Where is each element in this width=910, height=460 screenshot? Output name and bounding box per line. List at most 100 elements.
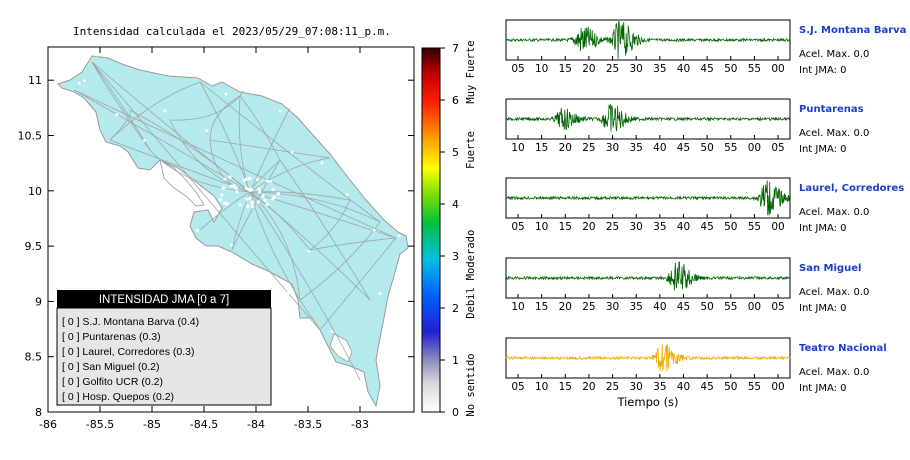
station-marker <box>248 177 252 181</box>
station-marker <box>225 202 229 206</box>
station-markers <box>77 53 401 380</box>
station-marker <box>271 197 275 201</box>
waveform-x-tick-label: 20 <box>582 381 595 393</box>
station-marker <box>279 109 282 113</box>
road <box>109 109 131 141</box>
road <box>199 191 251 231</box>
station-name: Puntarenas <box>799 104 864 115</box>
waveform-x-tick-label: 40 <box>677 221 690 233</box>
station-marker <box>248 188 252 192</box>
legend-item: [ 0 ] San Miguel (0.2) <box>62 361 159 373</box>
road <box>129 109 251 193</box>
station-marker <box>79 65 83 68</box>
station-marker <box>218 198 223 202</box>
station-marker <box>244 186 248 190</box>
station-marker <box>251 205 255 209</box>
max-acceleration: Acel. Max. 0.0 <box>799 49 869 60</box>
jma-intensity: Int JMA: 0 <box>799 144 847 155</box>
road <box>249 191 371 301</box>
station-marker <box>195 228 199 232</box>
station-marker <box>330 330 334 333</box>
waveform-x-tick-label: 55 <box>724 301 737 313</box>
waveform-x-tick-label: 10 <box>535 63 548 75</box>
waveform-x-tick-label: 40 <box>677 381 690 393</box>
station-marker <box>290 150 294 154</box>
waveform-trace <box>505 20 791 59</box>
colorbar-tick-label: 4 <box>452 198 459 211</box>
max-acceleration: Acel. Max. 0.0 <box>799 287 869 298</box>
station-marker <box>378 292 382 295</box>
station-marker <box>353 376 357 380</box>
map-x-tick-label: -86 <box>39 418 57 431</box>
station-marker <box>257 187 261 191</box>
jma-intensity: Int JMA: 0 <box>799 65 847 76</box>
waveform-trace <box>505 343 791 372</box>
waveform-x-tick-label: 45 <box>677 142 690 154</box>
colorbar-gradient <box>421 47 441 413</box>
station-marker <box>250 202 254 206</box>
station-marker <box>238 203 242 207</box>
station-marker <box>320 161 324 165</box>
road <box>299 221 381 301</box>
road <box>209 139 251 193</box>
station-marker <box>221 186 225 190</box>
road <box>169 95 241 121</box>
station-marker <box>234 186 238 190</box>
waveform-x-tick-label: 45 <box>677 301 690 313</box>
station-name: Teatro Nacional <box>799 343 887 354</box>
waveform-x-tick-label: 35 <box>653 221 666 233</box>
colorbar-tick-label: 5 <box>452 146 459 159</box>
waveform-x-tick-label: 25 <box>606 221 619 233</box>
station-marker <box>271 187 275 192</box>
waveform-x-tick-label: 15 <box>559 381 572 393</box>
legend-item: [ 0 ] S.J. Montana Barva (0.4) <box>62 316 199 328</box>
waveform-x-tick-label: 55 <box>748 381 761 393</box>
station-marker <box>345 193 349 196</box>
waveform-panel: 05 10 15 20 25 30 35 40 45 50 55 00 Teatro Nacional A… <box>505 337 887 409</box>
waveform-x-tick-label: 50 <box>700 301 713 313</box>
waveform-panel: 10 15 20 25 30 35 40 45 50 55 00 05 Puntarenas Acel. … <box>505 98 869 155</box>
road <box>249 191 397 239</box>
waveform-x-tick-label: 05 <box>511 63 524 75</box>
max-acceleration: Acel. Max. 0.0 <box>799 128 869 139</box>
station-marker <box>258 190 262 194</box>
waveform-x-tick-label: 30 <box>630 381 643 393</box>
map-y-tick-label: 8.5 <box>25 351 43 364</box>
map-x-tick-label: -84 <box>247 418 265 431</box>
waveform-x-tick-label: 35 <box>653 381 666 393</box>
station-marker <box>223 177 227 181</box>
station-marker <box>77 82 81 85</box>
map-y-tick-label: 9 <box>35 295 42 308</box>
station-marker <box>220 193 224 197</box>
waveform-x-tick-label: 05 <box>771 142 784 154</box>
colorbar: 0 1 2 3 4 5 6 7 No sentido Debil Moderado Fuert… <box>421 40 477 419</box>
legend-item: [ 0 ] Puntarenas (0.3) <box>62 331 161 343</box>
road <box>231 191 251 251</box>
road <box>209 139 331 159</box>
waveform-trace <box>506 104 791 132</box>
map-x-tick-label: -83 <box>351 418 369 431</box>
station-marker <box>228 175 232 179</box>
map-y-tick-label: 9.5 <box>25 240 43 253</box>
waveform-x-tick-label: 00 <box>748 301 761 313</box>
waveform-x-tick-label: 00 <box>771 221 784 233</box>
waveform-x-tick-label: 45 <box>700 63 713 75</box>
waveform-x-tick-label: 00 <box>771 381 784 393</box>
waveform-x-tick-label: 30 <box>630 221 643 233</box>
road <box>309 199 351 251</box>
map-frame <box>47 46 415 413</box>
station-marker <box>99 139 103 143</box>
colorbar-tick-label: 3 <box>452 250 459 263</box>
waveform-x-tick-label: 30 <box>606 142 619 154</box>
station-marker <box>269 179 273 183</box>
road <box>279 159 371 301</box>
station-name: S.J. Montana Barva <box>799 25 906 36</box>
intensity-legend: INTENSIDAD JMA [0 a 7] [ 0 ] S.J. Montan… <box>56 290 272 406</box>
waveform-x-tick-label: 05 <box>771 301 784 313</box>
road <box>73 89 397 239</box>
station-marker <box>265 179 269 183</box>
waveform-x-tick-label: 35 <box>653 63 666 75</box>
road <box>249 191 311 251</box>
colorbar-label-moderado: Moderado <box>465 230 477 281</box>
waveform-x-tick-label: 05 <box>511 221 524 233</box>
